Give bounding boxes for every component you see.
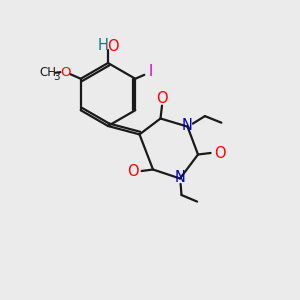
- Text: O: O: [107, 39, 119, 54]
- Text: O: O: [60, 66, 70, 79]
- Text: O: O: [127, 164, 138, 178]
- Text: O: O: [156, 91, 168, 106]
- Text: 3: 3: [53, 72, 60, 82]
- Text: H: H: [98, 38, 108, 53]
- Text: O: O: [214, 146, 225, 160]
- Text: CH: CH: [40, 66, 57, 79]
- Text: I: I: [148, 64, 152, 80]
- Text: N: N: [182, 118, 193, 134]
- Text: N: N: [175, 170, 185, 185]
